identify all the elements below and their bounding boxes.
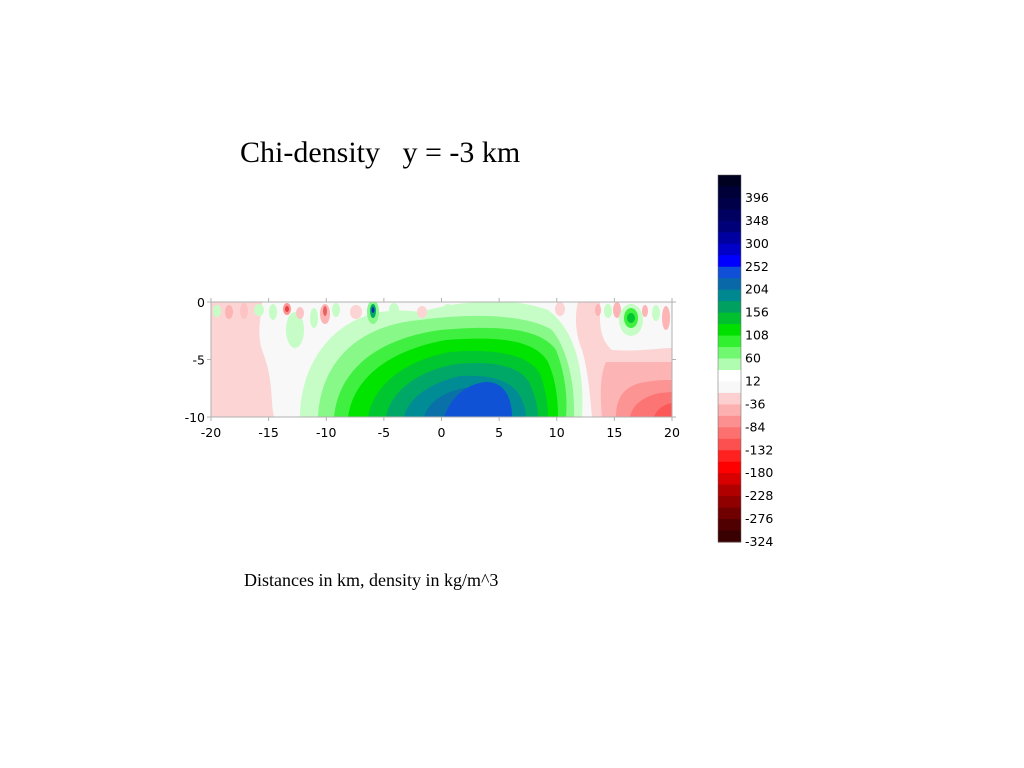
x-tick-label: -20 — [201, 425, 221, 440]
colorbar-label: 396 — [745, 190, 769, 205]
contour-neg-left — [211, 302, 274, 417]
colorbar-swatch — [718, 324, 741, 337]
surface-anomaly-10 — [310, 308, 318, 328]
colorbar-swatch — [718, 220, 741, 233]
colorbar-label: -36 — [745, 396, 765, 411]
colorbar-swatch — [718, 507, 741, 520]
x-tick-label: 0 — [438, 425, 446, 440]
colorbar-label: -324 — [745, 534, 773, 549]
x-tick-label: 10 — [549, 425, 565, 440]
surface-anomaly-14 — [350, 305, 362, 319]
colorbar-label: -84 — [745, 419, 765, 434]
colorbar-swatch — [718, 278, 741, 291]
colorbar-swatch — [718, 392, 741, 405]
surface-anomaly-5 — [269, 304, 277, 320]
colorbar-swatch — [718, 186, 741, 199]
colorbar-swatch — [718, 427, 741, 440]
contour-neg-right-132 — [654, 403, 672, 417]
surface-anomaly-27 — [613, 302, 621, 318]
surface-anomaly-1 — [213, 305, 221, 317]
surface-anomaly-17 — [371, 307, 375, 313]
colorbar-swatch — [718, 530, 741, 543]
x-tick-label: 5 — [495, 425, 503, 440]
colorbar-label: -180 — [745, 465, 773, 480]
colorbar-swatch — [718, 358, 741, 371]
surface-anomaly-19 — [417, 306, 427, 318]
colorbar-swatch — [718, 335, 741, 348]
colorbar-swatch — [718, 175, 741, 187]
y-tick-label: 0 — [197, 295, 205, 310]
colorbar-swatch — [718, 438, 741, 451]
colorbar-label: 252 — [745, 259, 769, 274]
x-tick-label: -15 — [258, 425, 278, 440]
colorbar-label: -276 — [745, 511, 773, 526]
colorbar-label: 300 — [745, 236, 769, 251]
surface-anomaly-32 — [652, 305, 660, 321]
colorbar-swatch — [718, 243, 741, 256]
colorbar-swatch — [718, 312, 741, 325]
colorbar-outline — [717, 174, 742, 543]
colorbar-swatch — [718, 484, 741, 497]
colorbar-swatch — [718, 404, 741, 417]
surface-anomaly-9 — [296, 307, 304, 319]
x-tick-label: -5 — [378, 425, 390, 440]
surface-anomaly-7 — [285, 306, 289, 312]
chart-title: Chi-density y = -3 km — [240, 136, 521, 169]
surface-anomaly-33 — [662, 306, 670, 330]
colorbar-swatch — [718, 209, 741, 222]
colorbar-swatch — [718, 232, 741, 245]
surface-anomaly-25 — [595, 304, 601, 316]
contour-pos-252 — [444, 382, 512, 417]
x-ticks: -20 -15 -10 -5 0 5 10 15 20 — [201, 298, 680, 440]
surface-anomaly-2 — [225, 305, 233, 319]
surface-anomaly-20 — [443, 304, 453, 314]
surface-anomaly-4 — [254, 304, 264, 316]
x-tick-label: -10 — [316, 425, 336, 440]
x-tick-label: 15 — [606, 425, 622, 440]
colorbar-swatch — [718, 381, 741, 394]
surface-anomaly-31 — [642, 305, 648, 317]
surface-anomaly-22 — [491, 303, 501, 313]
colorbar-swatch — [718, 473, 741, 486]
surface-anomaly-18 — [389, 303, 399, 317]
colorbar-label: 156 — [745, 305, 769, 320]
surface-anomaly-8 — [286, 312, 304, 348]
colorbar-swatch — [718, 289, 741, 302]
colorbar-label: 204 — [745, 282, 769, 297]
surface-anomaly-12 — [323, 306, 327, 316]
surface-anomaly-23 — [516, 303, 524, 313]
colorbar-swatch — [718, 255, 741, 268]
colorbar-swatch — [718, 266, 741, 279]
surface-anomaly-24 — [555, 302, 565, 316]
surface-anomaly-21 — [466, 303, 474, 313]
surface-anomaly-13 — [332, 303, 340, 317]
contour-plot — [211, 302, 672, 417]
colorbar-label: -228 — [745, 488, 773, 503]
colorbar-swatch — [718, 347, 741, 359]
colorbar-label: 12 — [745, 373, 761, 388]
colorbar-swatch — [718, 369, 741, 382]
colorbar-swatch — [718, 496, 741, 509]
colorbar-swatch — [718, 450, 741, 463]
y-ticks: 0 -5 -10 — [185, 295, 676, 425]
colorbar: 396 348 300 252 204 156 108 60 12 -36 -84 -132 -180 -… — [717, 174, 773, 549]
colorbar-swatch — [718, 519, 741, 532]
colorbar-swatch — [718, 197, 741, 210]
x-tick-label: 20 — [664, 425, 680, 440]
colorbar-swatch — [718, 301, 741, 314]
caption: Distances in km, density in kg/m^3 — [244, 570, 499, 590]
colorbar-label: 60 — [745, 351, 761, 366]
surface-anomaly-26 — [604, 304, 612, 318]
y-tick-label: -5 — [193, 353, 205, 368]
surface-anomaly-3 — [240, 303, 248, 319]
colorbar-swatch — [718, 415, 741, 428]
colorbar-label: 108 — [745, 328, 769, 343]
y-tick-label: -10 — [185, 410, 205, 425]
surface-anomaly-30 — [627, 313, 635, 323]
colorbar-label: -132 — [745, 442, 773, 457]
colorbar-swatch — [718, 461, 741, 474]
colorbar-label: 348 — [745, 213, 769, 228]
